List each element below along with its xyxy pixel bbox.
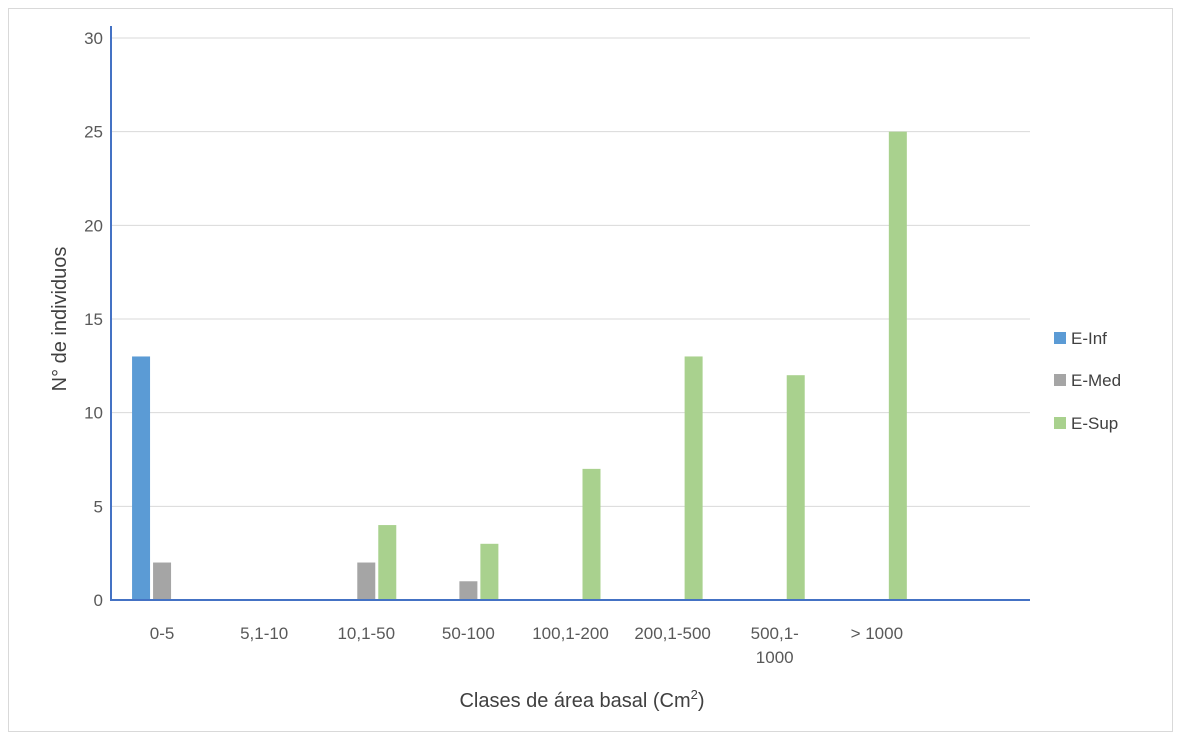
bar-e-med <box>357 562 376 600</box>
bar-e-med <box>459 581 478 600</box>
legend-swatch <box>1054 417 1066 429</box>
y-tick-label: 0 <box>94 591 103 610</box>
legend-label: E-Sup <box>1071 414 1118 433</box>
x-axis-title: Clases de área basal (Cm2) <box>459 687 704 712</box>
y-tick-label: 10 <box>84 404 103 423</box>
legend-label: E-Inf <box>1071 329 1107 348</box>
legend-swatch <box>1054 332 1066 344</box>
x-tick-label: 500,1-1000 <box>751 624 799 667</box>
y-tick-label: 5 <box>94 497 103 516</box>
bar-e-sup <box>480 543 499 600</box>
x-tick-label: 50-100 <box>442 624 495 643</box>
bar-e-sup <box>888 131 907 600</box>
chart-frame <box>8 8 1173 732</box>
x-tick-label: 0-5 <box>150 624 175 643</box>
bar-e-med <box>153 562 172 600</box>
legend-item: E-Inf <box>1054 329 1107 348</box>
x-tick-label: 5,1-10 <box>240 624 288 643</box>
bar-e-sup <box>684 356 703 600</box>
y-tick-label: 30 <box>84 29 103 48</box>
bar-e-sup <box>582 468 601 600</box>
y-tick-label: 25 <box>84 123 103 142</box>
x-tick-label: 200,1-500 <box>634 624 711 643</box>
bar-e-sup <box>786 375 805 600</box>
legend-swatch <box>1054 374 1066 386</box>
x-tick-label: 100,1-200 <box>532 624 609 643</box>
legend-label: E-Med <box>1071 371 1121 390</box>
legend-item: E-Med <box>1054 371 1121 390</box>
bar-e-inf <box>132 356 151 600</box>
y-tick-label: 15 <box>84 310 103 329</box>
bar-e-sup <box>378 525 397 600</box>
y-axis-title: N° de individuos <box>49 247 71 392</box>
x-tick-label: > 1000 <box>851 624 903 643</box>
x-tick-label: 10,1-50 <box>337 624 395 643</box>
legend-item: E-Sup <box>1054 414 1118 433</box>
y-tick-label: 20 <box>84 216 103 235</box>
